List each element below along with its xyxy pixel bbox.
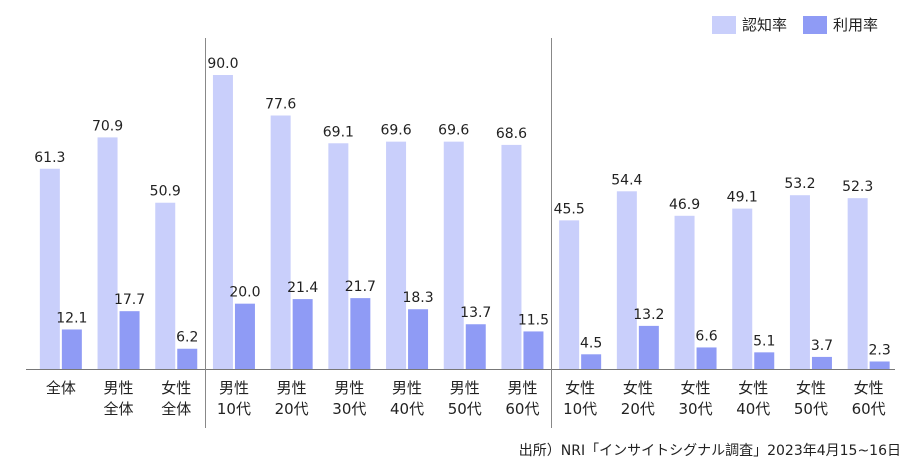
- data-label-usage-3: 20.0: [229, 285, 260, 301]
- data-label-usage-4: 21.4: [287, 280, 318, 296]
- data-label-usage-9: 4.5: [580, 335, 602, 351]
- data-label-awareness-6: 69.6: [380, 123, 411, 139]
- data-label-usage-10: 13.2: [633, 307, 664, 323]
- bar-usage-9: [581, 354, 602, 369]
- category-label-8-0: 男性: [507, 379, 537, 397]
- data-label-awareness-11: 46.9: [669, 197, 700, 213]
- category-label-9-0: 女性: [565, 379, 595, 397]
- category-label-2-0: 女性: [161, 379, 191, 397]
- bar-usage-10: [638, 325, 659, 369]
- bar-awareness-3: [212, 75, 233, 369]
- data-label-awareness-13: 53.2: [784, 176, 815, 192]
- category-label-13-1: 50代: [794, 400, 828, 418]
- data-label-awareness-0: 61.3: [34, 150, 65, 166]
- bar-awareness-12: [732, 208, 753, 369]
- data-label-usage-2: 6.2: [176, 330, 198, 346]
- bar-usage-2: [177, 348, 198, 369]
- data-label-awareness-10: 54.4: [611, 172, 642, 188]
- data-label-usage-14: 2.3: [869, 342, 891, 358]
- data-label-usage-13: 3.7: [811, 338, 833, 354]
- data-label-usage-8: 11.5: [518, 312, 549, 328]
- bar-awareness-0: [39, 168, 60, 369]
- bar-awareness-6: [386, 141, 407, 369]
- data-label-usage-0: 12.1: [56, 310, 87, 326]
- category-label-7-0: 男性: [450, 379, 480, 397]
- legend-item-usage: 利用率: [803, 14, 878, 35]
- data-label-awareness-14: 52.3: [842, 179, 873, 195]
- bar-usage-7: [465, 324, 486, 369]
- category-label-8-1: 60代: [505, 400, 539, 418]
- bar-awareness-10: [616, 191, 637, 369]
- bar-awareness-11: [674, 215, 695, 369]
- data-label-awareness-9: 45.5: [554, 201, 585, 217]
- category-label-3-1: 10代: [217, 400, 251, 418]
- bar-usage-11: [696, 347, 717, 369]
- category-label-12-1: 40代: [736, 400, 770, 418]
- bar-usage-14: [869, 361, 890, 369]
- source-note: 出所）NRI「インサイトシグナル調査」2023年4月15~16日: [518, 443, 901, 459]
- data-label-usage-7: 13.7: [460, 305, 491, 321]
- category-label-12-0: 女性: [738, 379, 768, 397]
- category-label-9-1: 10代: [563, 400, 597, 418]
- category-label-14-1: 60代: [852, 400, 886, 418]
- data-label-usage-1: 17.7: [114, 292, 145, 308]
- bar-usage-6: [408, 309, 429, 369]
- category-label-6-0: 男性: [392, 379, 422, 397]
- category-label-7-1: 50代: [448, 400, 482, 418]
- legend-item-awareness: 認知率: [712, 14, 787, 35]
- data-label-usage-11: 6.6: [695, 328, 717, 344]
- data-label-awareness-2: 50.9: [150, 184, 181, 200]
- category-label-1-1: 全体: [104, 400, 134, 418]
- category-label-11-1: 30代: [679, 400, 713, 418]
- category-label-14-0: 女性: [854, 379, 884, 397]
- data-label-usage-6: 18.3: [402, 290, 433, 306]
- bar-usage-13: [811, 356, 832, 369]
- bar-awareness-1: [97, 137, 118, 369]
- bar-awareness-13: [789, 195, 810, 369]
- legend-swatch-usage: [803, 15, 828, 34]
- category-label-5-0: 男性: [334, 379, 364, 397]
- data-label-usage-5: 21.7: [345, 279, 376, 295]
- legend-label-awareness: 認知率: [742, 16, 788, 34]
- category-label-3-0: 男性: [219, 379, 249, 397]
- data-label-awareness-4: 77.6: [265, 97, 296, 113]
- data-label-awareness-5: 69.1: [323, 124, 354, 140]
- data-label-awareness-1: 70.9: [92, 118, 123, 134]
- legend-label-usage: 利用率: [833, 16, 879, 34]
- legend-swatch-awareness: [712, 15, 736, 34]
- data-label-usage-12: 5.1: [753, 333, 775, 349]
- category-label-6-1: 40代: [390, 400, 424, 418]
- category-label-5-1: 30代: [332, 400, 366, 418]
- category-label-11-0: 女性: [681, 379, 711, 397]
- legend: 認知率 利用率: [712, 14, 878, 35]
- bar-usage-0: [61, 329, 82, 369]
- bar-awareness-4: [270, 115, 291, 369]
- data-label-awareness-3: 90.0: [207, 56, 238, 72]
- category-label-4-1: 20代: [275, 400, 309, 418]
- category-label-10-1: 20代: [621, 400, 655, 418]
- bar-usage-8: [523, 331, 544, 369]
- category-label-0-0: 全体: [46, 379, 76, 397]
- category-label-2-1: 全体: [161, 400, 191, 418]
- bar-awareness-14: [847, 198, 868, 369]
- bar-usage-5: [350, 298, 371, 369]
- data-label-awareness-12: 49.1: [727, 190, 758, 206]
- bar-awareness-8: [501, 144, 522, 369]
- category-label-1-0: 男性: [104, 379, 134, 397]
- bar-awareness-5: [328, 143, 349, 369]
- bar-usage-4: [292, 299, 313, 369]
- category-label-10-0: 女性: [623, 379, 653, 397]
- bar-awareness-2: [155, 202, 176, 369]
- data-label-awareness-8: 68.6: [496, 126, 527, 142]
- data-label-awareness-7: 69.6: [438, 123, 469, 139]
- bar-usage-3: [234, 303, 255, 369]
- bar-usage-1: [119, 311, 140, 369]
- category-label-4-0: 男性: [277, 379, 307, 397]
- category-label-13-0: 女性: [796, 379, 826, 397]
- bar-awareness-7: [443, 141, 464, 369]
- bar-usage-12: [754, 352, 775, 369]
- bar-awareness-9: [559, 220, 580, 369]
